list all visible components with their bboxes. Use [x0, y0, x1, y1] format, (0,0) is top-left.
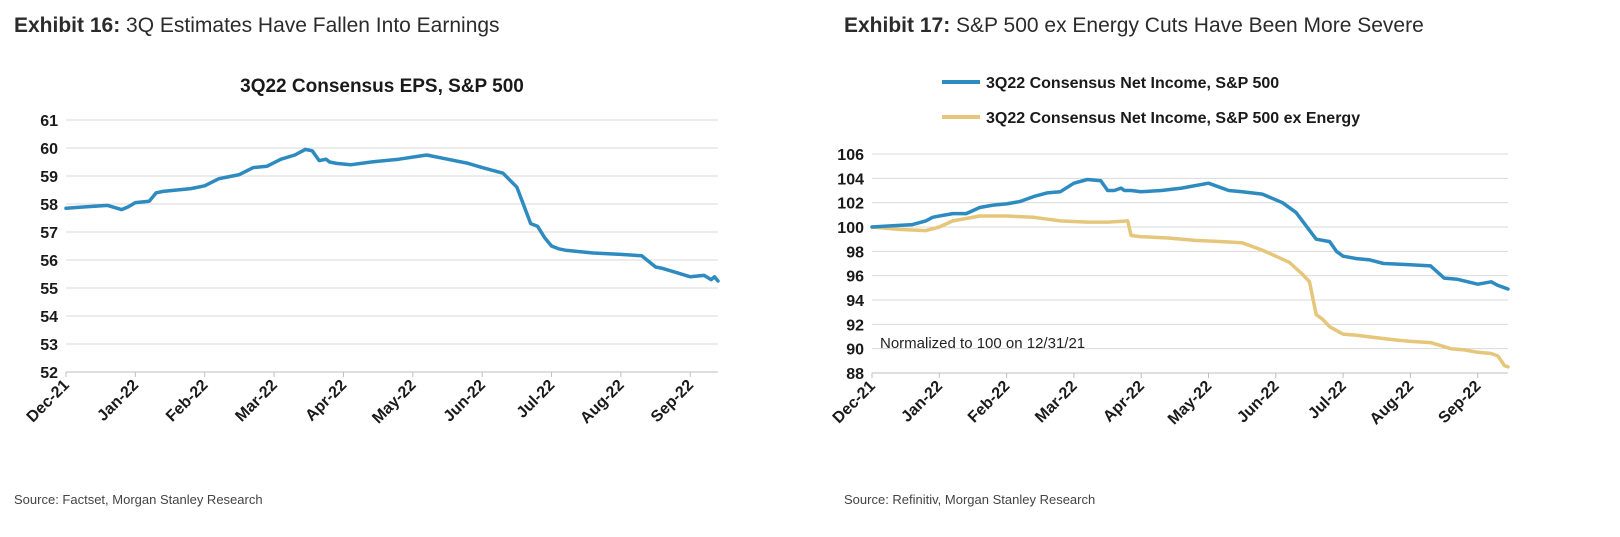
y-tick-label: 102 [837, 196, 864, 213]
x-tick-label: Jan-22 [898, 378, 946, 426]
exhibit-17-panel: Exhibit 17: S&P 500 ex Energy Cuts Have … [830, 0, 1620, 537]
y-tick-label: 100 [837, 220, 864, 237]
y-tick-label: 92 [846, 317, 864, 334]
series-layer [870, 177, 1510, 369]
legend: 3Q22 Consensus Net Income, S&P 500 3Q22 … [942, 75, 1360, 127]
y-tick-label: 53 [40, 337, 58, 354]
y-tick-label: 88 [846, 366, 864, 383]
y-tick-label: 54 [40, 309, 58, 326]
exhibit-16-panel: Exhibit 16: 3Q Estimates Have Fallen Int… [0, 0, 800, 537]
x-tick-label: Jan-22 [94, 377, 142, 425]
exhibit-16-heading: Exhibit 16: 3Q Estimates Have Fallen Int… [14, 14, 500, 38]
x-axis-ticks: Dec-21 Jan-22 Feb-22 Mar-22 Apr-22 May-22 Jun-… [830, 373, 1485, 428]
grid [872, 153, 1508, 374]
x-tick-label: Aug-22 [1367, 378, 1417, 428]
exhibit-16-title: 3Q Estimates Have Fallen Into Earnings [126, 14, 500, 37]
exhibit-17-heading: Exhibit 17: S&P 500 ex Energy Cuts Have … [844, 14, 1424, 38]
x-tick-label: Sep-22 [1435, 378, 1484, 427]
x-tick-label: Apr-22 [302, 377, 350, 425]
x-tick-label: May-22 [369, 377, 419, 427]
x-tick-label: Jul-22 [1305, 378, 1350, 423]
y-tick-label: 55 [40, 281, 58, 298]
y-tick-label: 57 [40, 225, 58, 242]
y-tick-label: 60 [40, 141, 58, 158]
grid [66, 119, 718, 373]
exhibit-17-number: Exhibit 17: [844, 14, 951, 37]
legend-label-sp500: 3Q22 Consensus Net Income, S&P 500 [986, 75, 1279, 92]
y-tick-label: 94 [846, 293, 864, 310]
y-axis-ticks: 52 53 54 55 56 57 58 59 60 61 [40, 113, 58, 382]
y-tick-label: 52 [40, 365, 58, 382]
net-income-line-chart: 3Q22 Consensus Net Income, S&P 500 3Q22 … [830, 75, 1510, 428]
x-tick-label: May-22 [1165, 378, 1215, 428]
y-tick-label: 61 [40, 113, 58, 130]
series-layer [64, 147, 720, 283]
y-tick-label: 104 [837, 171, 864, 188]
x-tick-label: Aug-22 [577, 377, 627, 427]
y-tick-label: 56 [40, 253, 58, 270]
y-tick-label: 96 [846, 269, 864, 286]
x-tick-label: Jul-22 [514, 377, 559, 422]
x-tick-label: Dec-21 [24, 377, 73, 426]
y-tick-label: 98 [846, 244, 864, 261]
exhibit-16-number: Exhibit 16: [14, 14, 121, 37]
x-tick-label: Jun-22 [1234, 378, 1283, 427]
legend-label-ex-energy: 3Q22 Consensus Net Income, S&P 500 ex En… [986, 110, 1360, 127]
eps-line-chart: 3Q22 Consensus EPS, S&P 500 52 53 54 55 56 57… [24, 76, 720, 427]
exhibit-16-source: Source: Factset, Morgan Stanley Research [14, 492, 263, 507]
x-tick-label: Mar-22 [232, 377, 281, 426]
chart-title: 3Q22 Consensus EPS, S&P 500 [240, 76, 524, 97]
x-tick-label: Apr-22 [1100, 378, 1148, 426]
x-tick-label: Jun-22 [441, 377, 490, 426]
y-tick-label: 106 [837, 147, 864, 164]
x-axis-ticks: Dec-21 Jan-22 Feb-22 Mar-22 Apr-22 May-22 Jun-… [24, 372, 697, 427]
y-tick-label: 59 [40, 169, 58, 186]
exhibit-17-title: S&P 500 ex Energy Cuts Have Been More Se… [956, 14, 1424, 37]
y-axis-ticks: 88 90 92 94 96 98 100 102 104 106 [837, 147, 864, 383]
y-tick-label: 90 [846, 342, 864, 359]
x-tick-label: Feb-22 [163, 377, 212, 426]
series-line-0 [870, 177, 1510, 291]
x-tick-label: Mar-22 [1032, 378, 1081, 427]
x-tick-label: Sep-22 [648, 377, 697, 426]
exhibit-17-source: Source: Refinitiv, Morgan Stanley Resear… [844, 492, 1096, 507]
series-line-1 [870, 214, 1510, 369]
normalization-note: Normalized to 100 on 12/31/21 [880, 335, 1085, 352]
y-tick-label: 58 [40, 197, 58, 214]
series-line-0 [64, 147, 720, 283]
x-tick-label: Feb-22 [965, 378, 1014, 427]
x-tick-label: Dec-21 [830, 378, 879, 427]
